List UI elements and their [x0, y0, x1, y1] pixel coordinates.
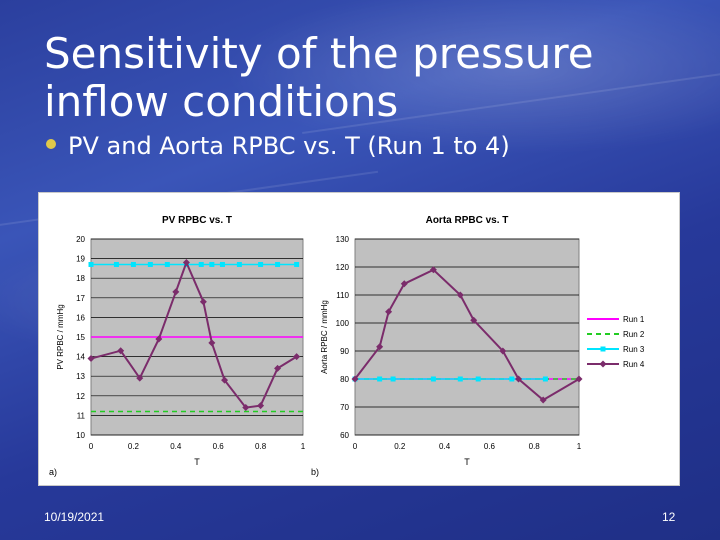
data-point [470, 316, 478, 324]
x-axis-label: T [194, 457, 200, 467]
y-axis-label: Aorta RPBC / mmHg [320, 300, 329, 374]
data-point [113, 261, 119, 267]
y-tick-label: 14 [76, 353, 85, 362]
x-tick-label: 0.4 [170, 442, 182, 451]
data-point [351, 375, 359, 383]
legend-label: Run 2 [623, 330, 645, 339]
panel-label: b) [311, 467, 319, 477]
data-point [499, 347, 507, 355]
data-point [430, 376, 436, 382]
legend-label: Run 3 [623, 345, 645, 354]
data-point [542, 376, 548, 382]
data-point [294, 261, 300, 267]
y-tick-label: 120 [336, 263, 350, 272]
data-point [400, 280, 408, 288]
data-point [209, 261, 215, 267]
y-tick-label: 90 [340, 347, 349, 356]
data-point [242, 404, 250, 412]
data-point [117, 347, 125, 355]
slide-date: 10/19/2021 [44, 510, 105, 524]
data-point [182, 259, 190, 267]
data-point [257, 402, 265, 410]
data-point [136, 374, 144, 382]
data-point [199, 298, 207, 306]
data-point [88, 261, 94, 267]
y-tick-label: 110 [336, 291, 349, 300]
data-point [429, 266, 437, 274]
y-tick-label: 12 [76, 392, 85, 401]
y-tick-label: 16 [76, 313, 85, 322]
y-tick-label: 19 [76, 255, 85, 264]
x-tick-label: 1 [301, 442, 306, 451]
data-point [208, 339, 216, 347]
y-tick-label: 60 [340, 431, 349, 440]
data-point [130, 261, 136, 267]
data-point [390, 376, 396, 382]
x-tick-label: 0.4 [439, 442, 451, 451]
slide-title: Sensitivity of the pressure inflow condi… [44, 29, 594, 126]
data-point [575, 375, 583, 383]
y-tick-label: 130 [336, 235, 350, 244]
data-point [221, 376, 229, 384]
legend-marker [599, 360, 607, 368]
data-point [198, 261, 204, 267]
x-axis-label: T [464, 457, 470, 467]
y-axis-label: PV RPBC / mmHg [56, 304, 65, 369]
y-tick-label: 13 [76, 372, 85, 381]
x-tick-label: 0.2 [394, 442, 406, 451]
data-point [539, 396, 547, 404]
y-tick-label: 17 [76, 294, 85, 303]
x-tick-label: 0 [89, 442, 94, 451]
data-point [87, 355, 95, 363]
data-point [376, 343, 384, 351]
legend-label: Run 4 [623, 360, 645, 369]
bullet-dot-icon [46, 139, 56, 149]
y-tick-label: 80 [340, 375, 349, 384]
y-tick-label: 100 [336, 319, 350, 328]
data-point [475, 376, 481, 382]
data-point [258, 261, 264, 267]
x-tick-label: 0.8 [529, 442, 541, 451]
bullet-item: PV and Aorta RPBC vs. T (Run 1 to 4) [46, 132, 510, 160]
x-tick-label: 1 [577, 442, 582, 451]
chart-title: PV RPBC vs. T [162, 215, 232, 226]
legend-marker [600, 346, 606, 352]
data-point [219, 261, 225, 267]
x-tick-label: 0.6 [484, 442, 496, 451]
data-point [164, 261, 170, 267]
data-point [293, 353, 301, 361]
x-tick-label: 0.6 [213, 442, 225, 451]
data-point [457, 376, 463, 382]
plot-area [354, 238, 580, 436]
y-tick-label: 18 [76, 274, 85, 283]
legend-label: Run 1 [623, 315, 645, 324]
chart-title: Aorta RPBC vs. T [426, 215, 509, 226]
y-tick-label: 10 [76, 431, 85, 440]
data-point [155, 335, 163, 343]
y-tick-label: 15 [76, 333, 85, 342]
data-point [456, 291, 464, 299]
data-point [509, 376, 515, 382]
x-tick-label: 0 [353, 442, 358, 451]
data-point [236, 261, 242, 267]
data-point [274, 364, 282, 372]
panel-label: a) [49, 467, 57, 477]
data-point [385, 308, 393, 316]
data-point [172, 288, 180, 296]
y-tick-label: 11 [77, 411, 86, 420]
x-tick-label: 0.2 [128, 442, 140, 451]
bullet-text: PV and Aorta RPBC vs. T (Run 1 to 4) [68, 132, 510, 160]
figure-frame: 10 11 12 13 14 15 16 17 18 19 20 0 0.2 0.4 0.6 0.8 1 PV R… [38, 192, 680, 486]
slide-number: 12 [662, 510, 676, 524]
data-point [515, 375, 523, 383]
data-point [147, 261, 153, 267]
x-tick-label: 0.8 [255, 442, 267, 451]
y-tick-label: 70 [340, 403, 349, 412]
data-point [377, 376, 383, 382]
data-point [275, 261, 281, 267]
y-tick-label: 20 [76, 235, 85, 244]
